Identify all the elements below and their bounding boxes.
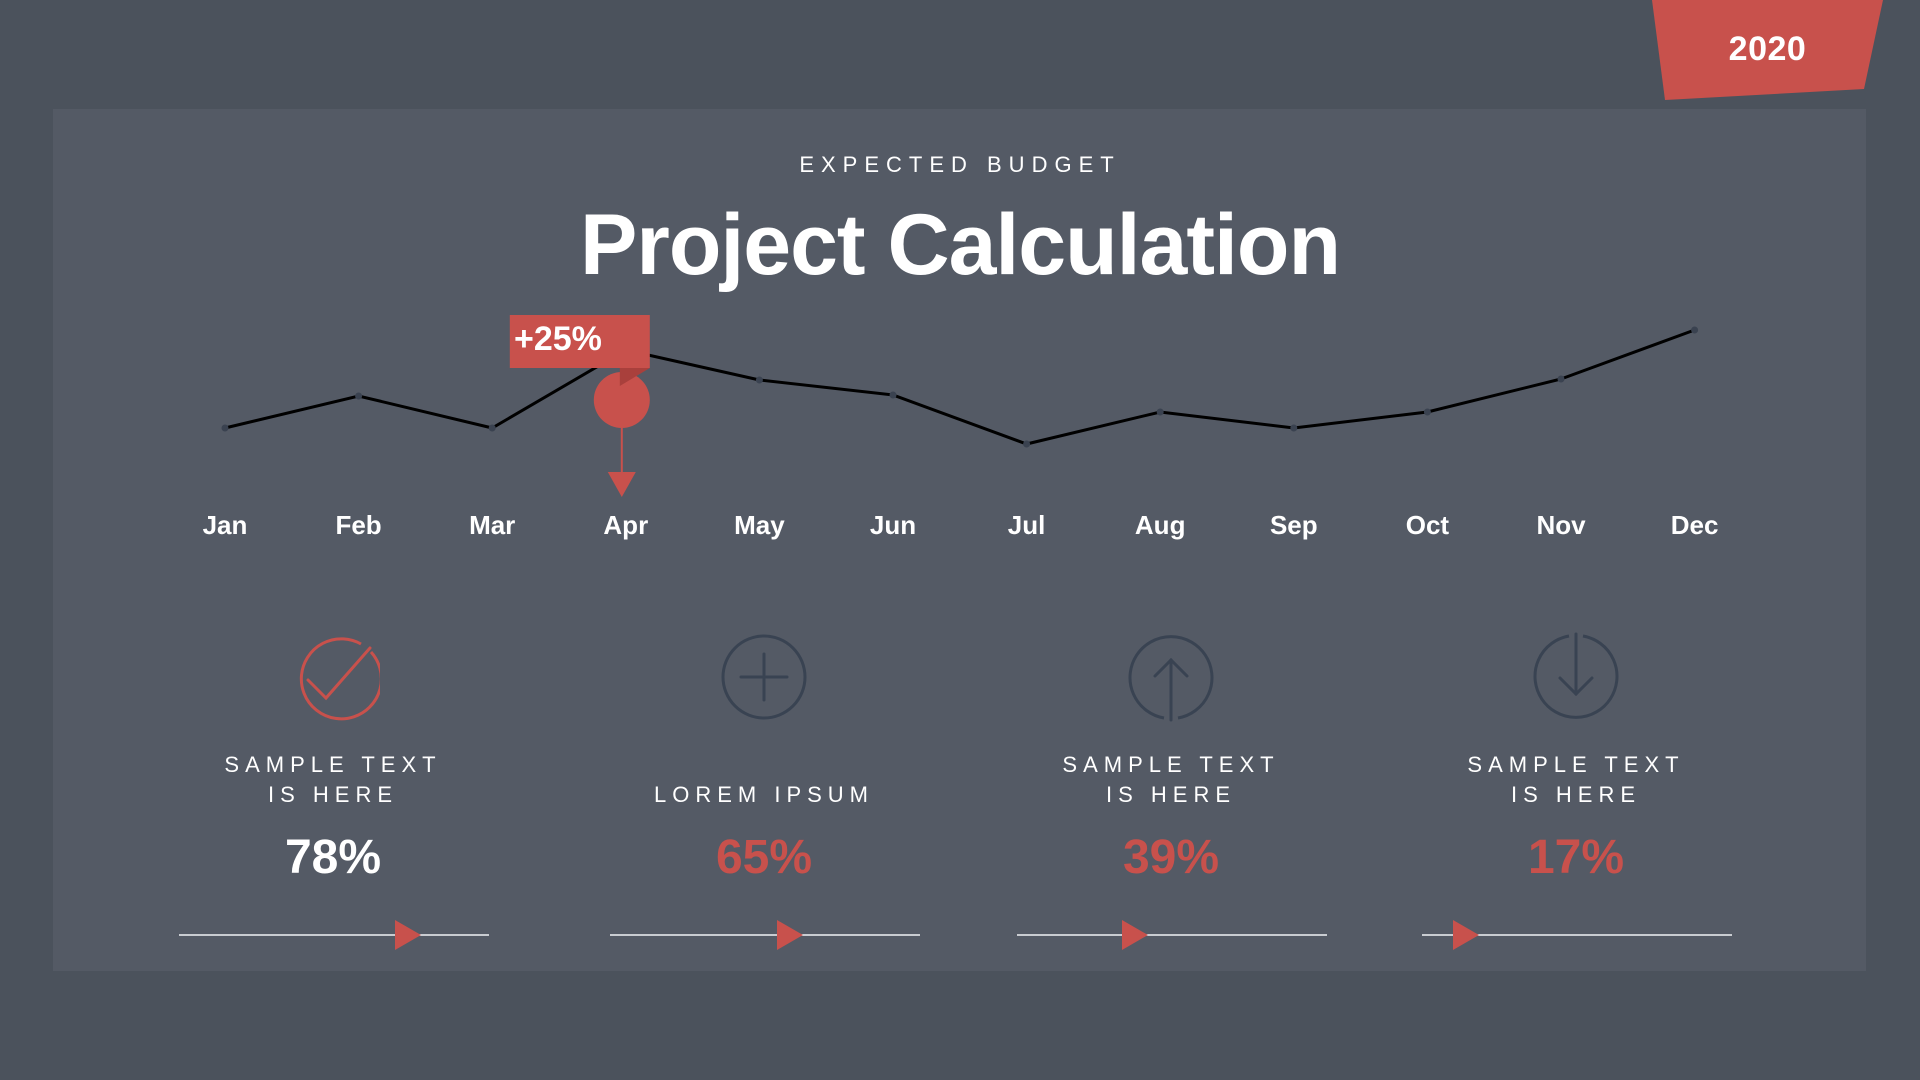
page-subtitle: EXPECTED BUDGET [799,152,1121,177]
month-label-sep: Sep [1269,510,1318,540]
stat-card: SAMPLE TEXT IS HERE 78% [143,620,523,960]
month-label-oct: Oct [1405,510,1450,540]
highlight-marker [509,315,650,497]
card-value: 78% [284,831,382,884]
year-badge-label: 2020 [1728,30,1807,68]
plus-circle-icon [721,634,807,720]
card-label-line1: LOREM IPSUM [653,782,875,807]
month-label-jul: Jul [1007,510,1046,540]
data-point[interactable] [355,392,363,400]
content-panel [53,109,1866,971]
highlight-label: +25% [514,320,602,358]
slider-thumb[interactable] [1453,920,1479,950]
arrow-up-circle-icon [1128,635,1214,722]
slider-thumb[interactable] [1122,920,1148,950]
data-point[interactable] [1290,424,1298,432]
arrow-down-circle-icon [1533,632,1619,719]
progress-slider[interactable] [1017,920,1327,950]
progress-slider[interactable] [179,920,489,950]
stat-card: SAMPLE TEXT IS HERE 17% [1386,620,1766,960]
card-label-line1: SAMPLE TEXT [1467,752,1685,777]
slider-thumb[interactable] [395,920,421,950]
month-label-feb: Feb [335,510,382,540]
card-label-line2: IS HERE [1105,782,1237,807]
card-label-line1: SAMPLE TEXT [224,752,442,777]
slider-track[interactable] [1017,934,1327,936]
month-label-mar: Mar [469,510,516,540]
progress-slider[interactable] [610,920,920,950]
data-point[interactable] [1557,375,1565,383]
data-point[interactable] [1691,326,1699,334]
month-label-aug: Aug [1134,510,1186,540]
card-label: LOREM IPSUM [574,780,954,810]
month-label-may: May [734,510,785,540]
card-label: SAMPLE TEXT IS HERE [1386,750,1766,810]
slider-track[interactable] [179,934,489,936]
month-label-apr: Apr [603,510,649,540]
data-point[interactable] [221,424,229,432]
slider-track[interactable] [1422,934,1732,936]
slider-track[interactable] [610,934,920,936]
card-value: 39% [1122,831,1220,884]
card-label: SAMPLE TEXT IS HERE [981,750,1361,810]
progress-slider[interactable] [1422,920,1732,950]
card-label: SAMPLE TEXT IS HERE [143,750,523,810]
data-line [224,328,1696,446]
month-label-jan: Jan [202,510,248,540]
stat-card: SAMPLE TEXT IS HERE 39% [981,620,1361,960]
data-point[interactable] [889,391,897,399]
card-value: 17% [1527,831,1625,884]
data-point[interactable] [1023,440,1031,448]
data-point[interactable] [1156,408,1164,416]
data-point[interactable] [755,376,763,384]
month-label-jun: Jun [869,510,917,540]
data-point[interactable] [1423,408,1431,416]
card-label-line2: IS HERE [1510,782,1642,807]
card-label-line2: IS HERE [267,782,399,807]
slider-thumb[interactable] [777,920,803,950]
check-circle-icon [299,637,380,721]
card-label-line1: SAMPLE TEXT [1062,752,1280,777]
stat-card: LOREM IPSUM 65% [574,620,954,960]
data-point[interactable] [488,424,496,432]
month-label-nov: Nov [1536,510,1586,540]
card-value: 65% [715,831,813,884]
month-label-dec: Dec [1670,510,1719,540]
page-title: Project Calculation [580,197,1341,293]
